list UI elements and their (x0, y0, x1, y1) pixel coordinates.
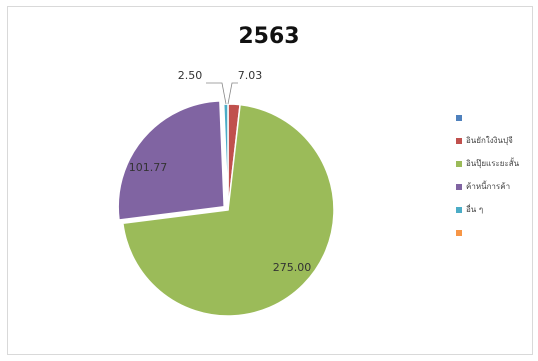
legend: อินยักใงงินปุจีอินปุ๊ยแระยะสั้นค้าหนี้กา… (456, 106, 536, 244)
data-label: 7.03 (238, 69, 263, 82)
legend-swatch (456, 183, 462, 190)
legend-item: อินยักใงงินปุจี (456, 129, 536, 152)
legend-item (456, 106, 536, 129)
data-label: 275.00 (273, 261, 312, 274)
data-label: 101.77 (129, 161, 168, 174)
legend-item (456, 221, 536, 244)
legend-item: อินปุ๊ยแระยะสั้น (456, 152, 536, 175)
leader-line (206, 82, 227, 105)
legend-item: อื่น ๆ (456, 198, 536, 221)
legend-label: อินยักใงงินปุจี (466, 136, 513, 145)
legend-swatch (456, 114, 462, 121)
pie-slice (117, 100, 225, 221)
leader-line (227, 82, 238, 105)
legend-item: ค้าหนี้การค้า (456, 175, 536, 198)
legend-label: ค้าหนี้การค้า (466, 182, 511, 191)
pie-slice (121, 103, 335, 317)
legend-swatch (456, 229, 462, 236)
legend-swatch (456, 137, 462, 144)
chart-title: 2563 (238, 24, 300, 49)
legend-swatch (456, 160, 462, 167)
legend-label: อื่น ๆ (466, 205, 484, 214)
legend-swatch (456, 206, 462, 213)
data-label: 2.50 (178, 69, 203, 82)
legend-label: อินปุ๊ยแระยะสั้น (466, 159, 520, 168)
